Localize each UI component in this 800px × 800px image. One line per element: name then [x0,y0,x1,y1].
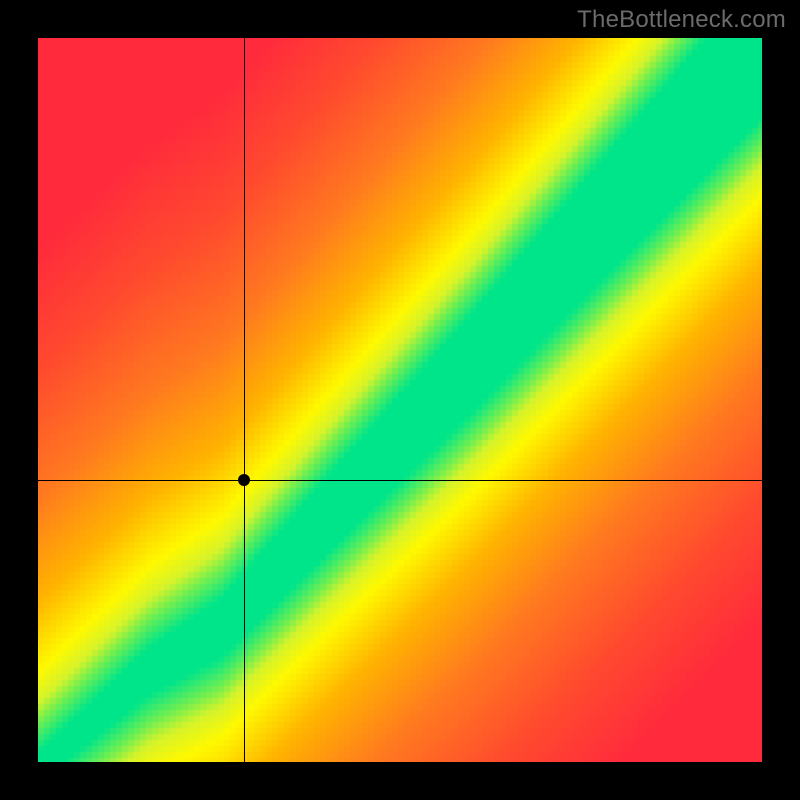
crosshair-vertical [244,38,245,762]
crosshair-horizontal [38,480,762,481]
crosshair-marker [238,474,250,486]
plot-area [38,38,762,762]
heatmap-canvas [38,38,762,762]
watermark-text: TheBottleneck.com [577,6,786,34]
chart-container: TheBottleneck.com [0,0,800,800]
